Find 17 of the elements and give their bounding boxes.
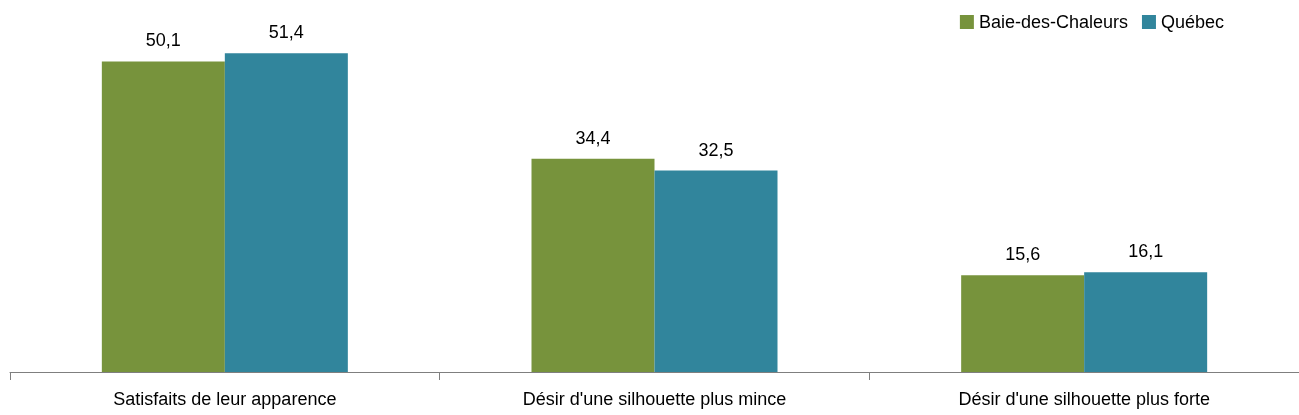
data-label: 32,5: [698, 139, 734, 160]
x-tick-label: Désir d'une silhouette plus forte: [958, 389, 1210, 409]
bar: [101, 61, 225, 372]
x-tick-label: Désir d'une silhouette plus mince: [522, 389, 787, 409]
x-tick-label: Satisfaits de leur apparence: [113, 389, 337, 409]
data-label: 15,6: [1005, 244, 1041, 265]
legend-label: Québec: [1160, 12, 1224, 32]
bar: [224, 53, 348, 372]
bar: [961, 275, 1085, 372]
data-label: 51,4: [268, 22, 304, 43]
data-label: 16,1: [1128, 241, 1164, 262]
bar: [1084, 272, 1208, 372]
data-label: 50,1: [145, 30, 181, 51]
data-label: 34,4: [575, 127, 611, 148]
bar: [531, 158, 655, 372]
bar: [654, 170, 778, 372]
legend-label: Baie-des-Chaleurs: [978, 12, 1128, 32]
